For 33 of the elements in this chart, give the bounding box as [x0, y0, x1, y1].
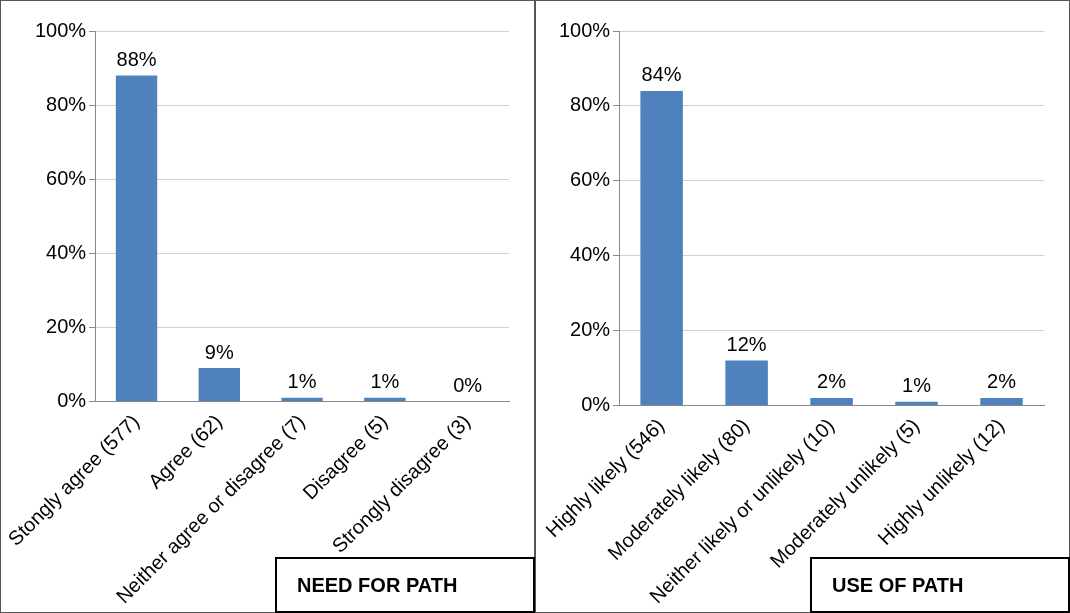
- data-label: 84%: [641, 63, 682, 86]
- bar: [810, 397, 853, 405]
- data-label: 1%: [287, 370, 317, 393]
- data-label: 9%: [204, 340, 234, 363]
- bar: [115, 75, 158, 401]
- y-tick-label: 60%: [570, 168, 611, 191]
- bar: [198, 368, 240, 401]
- y-tick-label: 60%: [46, 166, 87, 189]
- y-tick-label: 80%: [570, 93, 611, 116]
- y-tick-label: 100%: [559, 18, 611, 41]
- data-label: 1%: [902, 374, 932, 397]
- bar: [281, 397, 323, 401]
- data-label: 1%: [370, 370, 400, 393]
- data-label: 88%: [116, 47, 157, 70]
- data-label: 0%: [453, 373, 483, 396]
- y-tick-label: 0%: [57, 388, 87, 411]
- y-tick-label: 20%: [570, 318, 611, 341]
- data-label: 2%: [987, 370, 1017, 393]
- y-tick-label: 100%: [34, 18, 87, 41]
- y-tick-label: 40%: [570, 243, 611, 266]
- y-tick-label: 20%: [46, 314, 87, 337]
- y-tick-label: 80%: [46, 92, 87, 115]
- bar: [980, 397, 1023, 405]
- bar: [895, 401, 938, 405]
- bar: [725, 360, 768, 405]
- data-label: 12%: [726, 332, 767, 355]
- data-label: 2%: [817, 370, 847, 393]
- y-tick-label: 0%: [581, 392, 611, 415]
- text: NEED FOR PATH: [275, 557, 535, 613]
- bar: [364, 397, 406, 401]
- bar: [640, 90, 683, 405]
- text: USE OF PATH: [832, 573, 964, 596]
- y-tick-label: 40%: [46, 240, 87, 263]
